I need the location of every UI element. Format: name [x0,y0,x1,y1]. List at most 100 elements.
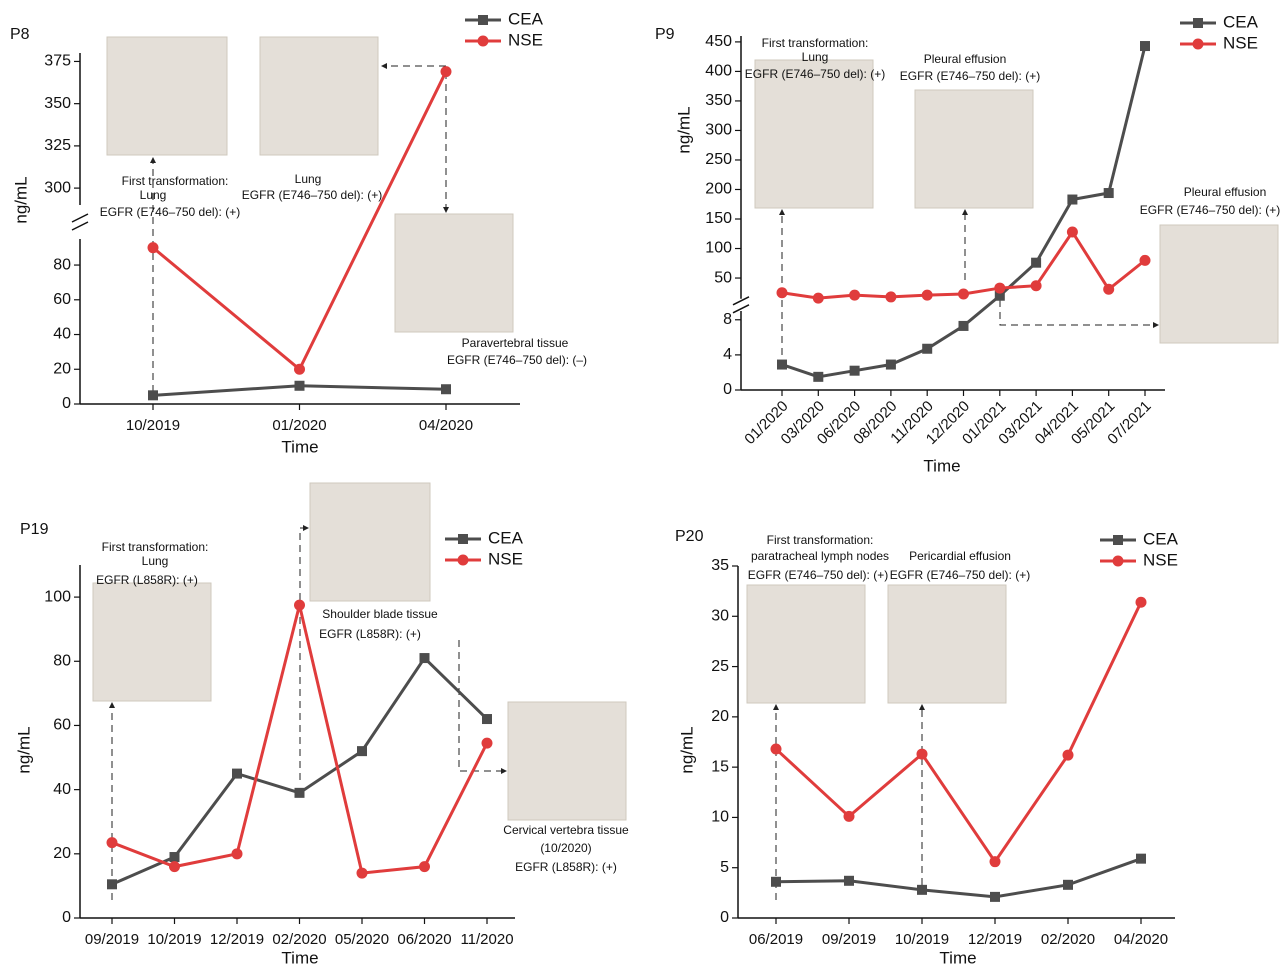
series-line [782,232,1145,298]
y-tick-label: 200 [705,181,732,198]
y-tick-label: 25 [711,658,729,675]
data-point [232,848,243,859]
histology-image [747,585,865,703]
chart-title: P9 [655,26,675,43]
annotation: Cervical vertebra tissue [503,823,629,837]
data-point [922,290,933,301]
y-axis-label: ng/mL [11,176,30,223]
legend-marker [1193,39,1204,50]
y-tick-label: 375 [44,53,71,70]
y-tick-label: 20 [53,360,71,377]
legend-label: CEA [1223,12,1259,31]
data-point [420,653,430,663]
data-point [294,364,305,375]
data-point [849,290,860,301]
y-tick-label: 35 [711,557,729,574]
y-tick-label: 40 [53,326,71,343]
x-tick-label: 04/2020 [419,417,473,434]
legend-label: CEA [488,528,524,547]
y-tick-label: 10 [711,809,729,826]
data-point [771,744,782,755]
data-point [441,384,451,394]
histology-image [888,585,1006,703]
annotation: EGFR (E746–750 del): (+) [1140,203,1280,217]
y-tick-label: 350 [44,95,71,112]
chart-title: P20 [675,528,704,545]
legend-marker [1113,556,1124,567]
histology-image [508,702,626,820]
data-point [1031,280,1042,291]
annotation: EGFR (L858R): (+) [515,860,617,874]
y-tick-label: 300 [44,179,71,196]
data-point [482,738,493,749]
y-axis-label: ng/mL [677,726,696,773]
x-tick-label: 02/2020 [272,931,326,948]
y-tick-label: 450 [705,33,732,50]
x-tick-label: 06/2020 [397,931,451,948]
y-tick-label: 20 [53,845,71,862]
legend-marker [458,534,468,544]
axis-break [72,214,88,222]
y-tick-label: 60 [53,717,71,734]
x-axis-label: Time [923,456,960,475]
data-point [1104,188,1114,198]
y-tick-label: 350 [705,92,732,109]
data-point [777,360,787,370]
data-point [294,600,305,611]
histology-image [310,483,430,601]
annotation: EGFR (E746–750 del): (+) [748,568,888,582]
legend-label: NSE [1143,550,1178,569]
y-tick-label: 15 [711,758,729,775]
x-tick-label: 12/2019 [968,931,1022,948]
x-tick-label: 09/2019 [822,931,876,948]
legend-label: CEA [508,9,544,28]
data-point [169,861,180,872]
data-point [441,66,452,77]
data-point [885,291,896,302]
data-point [958,288,969,299]
annotation: First transformation: [762,36,869,50]
data-point [148,390,158,400]
annotation: First transformation: [122,174,229,188]
series-line [776,859,1141,897]
annotation: Pleural effusion [924,52,1007,66]
x-tick-label: 06/2019 [749,931,803,948]
x-axis-label: Time [939,948,976,967]
pointer-arrow [300,528,308,780]
annotation: EGFR (L858R): (+) [96,573,198,587]
legend-label: NSE [508,30,543,49]
legend-label: CEA [1143,529,1179,548]
y-axis-label: ng/mL [14,726,33,773]
data-point [357,746,367,756]
y-tick-label: 80 [53,256,71,273]
y-axis-label: ng/mL [674,106,693,153]
y-tick-label: 20 [711,708,729,725]
data-point [482,714,492,724]
figure: 02040608030032535037510/201901/202004/20… [0,0,1284,968]
annotation: Lung [142,554,169,568]
legend-marker [458,555,469,566]
data-point [295,788,305,798]
y-tick-label: 5 [720,859,729,876]
annotation: EGFR (E746–750 del): (+) [745,67,885,81]
histology-image [915,90,1033,208]
pointer-arrow [1000,300,1158,325]
chart-title: P8 [10,26,30,43]
histology-image [93,583,211,701]
data-point [1063,750,1074,761]
annotation: Pericardial effusion [909,549,1011,563]
x-tick-label: 10/2019 [895,931,949,948]
x-tick-label: 01/2020 [272,417,326,434]
legend-marker [478,15,488,25]
histology-image [395,214,513,332]
data-point [1031,258,1041,268]
data-point [886,360,896,370]
data-point [844,876,854,886]
y-tick-label: 100 [44,588,71,605]
y-tick-label: 60 [53,291,71,308]
x-tick-label: 05/2020 [335,931,389,948]
data-point [813,293,824,304]
legend-marker [478,36,489,47]
data-point [1103,284,1114,295]
axis-break [72,222,88,230]
